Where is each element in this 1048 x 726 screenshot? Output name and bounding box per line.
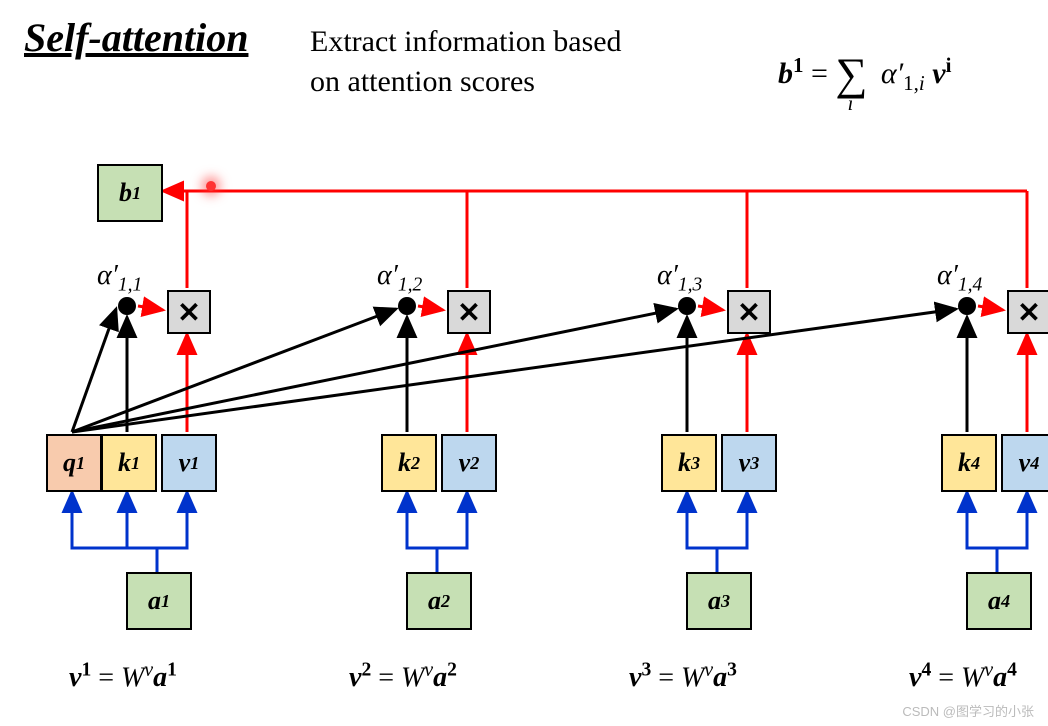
subtitle: Extract information basedon attention sc… (310, 22, 622, 102)
multiply-box-2: ✕ (447, 290, 491, 334)
output-b1: b1 (97, 164, 163, 222)
alpha-label-1: α′1,1 (97, 260, 142, 297)
key-k3: k3 (661, 434, 717, 492)
input-a1: a1 (126, 572, 192, 630)
equation-v2: v2 = Wva2 (349, 660, 457, 694)
alpha-dot-2 (398, 297, 416, 315)
key-k2: k2 (381, 434, 437, 492)
alpha-label-2: α′1,2 (377, 260, 422, 297)
multiply-box-4: ✕ (1007, 290, 1048, 334)
alpha-dot-1 (118, 297, 136, 315)
multiply-box-1: ✕ (167, 290, 211, 334)
main-formula: b1 = ∑i α′1,i vi (778, 42, 951, 96)
equation-v3: v3 = Wva3 (629, 660, 737, 694)
page-title: Self-attention (24, 14, 248, 61)
input-a2: a2 (406, 572, 472, 630)
watermark: CSDN @图学习的小张 (902, 701, 1034, 720)
key-k4: k4 (941, 434, 997, 492)
input-a4: a4 (966, 572, 1032, 630)
query-q1: q1 (46, 434, 102, 492)
equation-v4: v4 = Wva4 (909, 660, 1017, 694)
alpha-label-4: α′1,4 (937, 260, 982, 297)
alpha-dot-4 (958, 297, 976, 315)
equation-v1: v1 = Wva1 (69, 660, 177, 694)
value-v3: v3 (721, 434, 777, 492)
value-v1: v1 (161, 434, 217, 492)
glow-indicator (206, 181, 216, 191)
alpha-label-3: α′1,3 (657, 260, 702, 297)
alpha-dot-3 (678, 297, 696, 315)
value-v2: v2 (441, 434, 497, 492)
multiply-box-3: ✕ (727, 290, 771, 334)
value-v4: v4 (1001, 434, 1048, 492)
input-a3: a3 (686, 572, 752, 630)
key-k1: k1 (101, 434, 157, 492)
